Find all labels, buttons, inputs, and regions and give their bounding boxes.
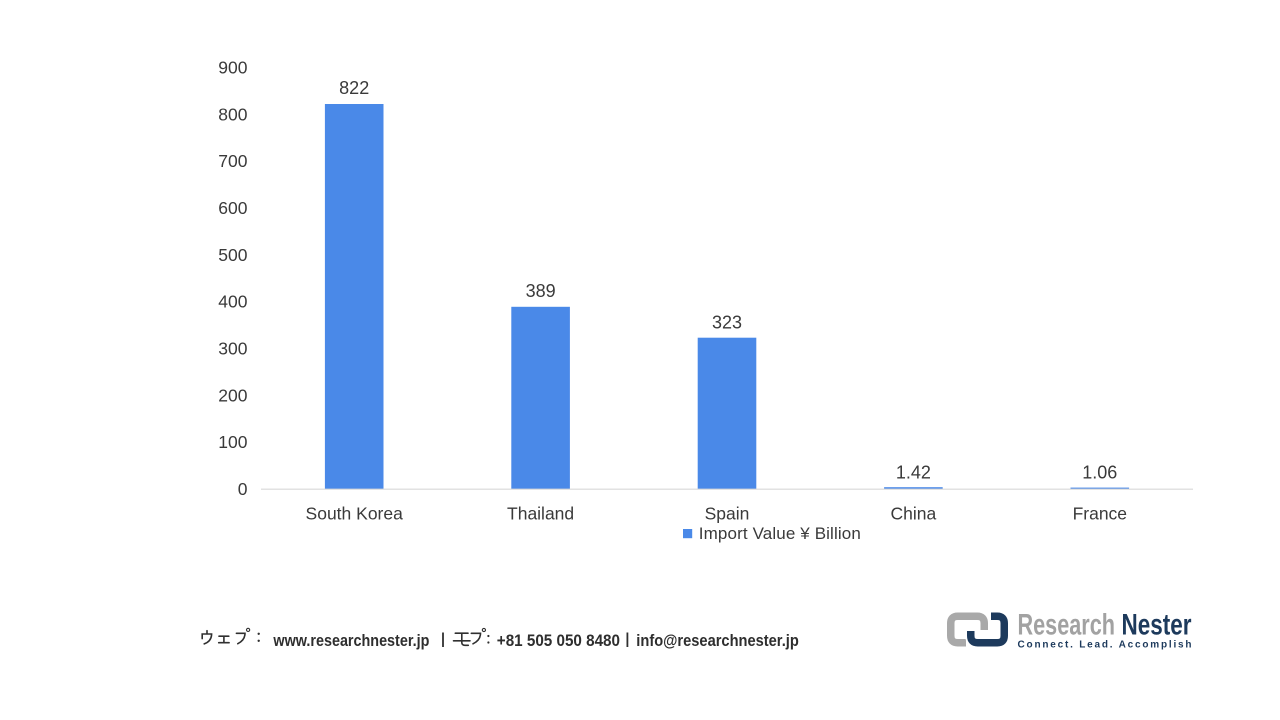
svg-text:500: 500 [218,245,247,265]
svg-text:Spain: Spain [705,504,750,524]
svg-text:Research: Research [1018,609,1116,642]
svg-text:400: 400 [218,292,247,312]
svg-text:389: 389 [526,281,556,301]
svg-text:323: 323 [712,312,742,332]
svg-text:+81 505 050 8480: +81 505 050 8480 [497,631,620,650]
svg-text:Thailand: Thailand [507,504,574,524]
svg-text:700: 700 [218,151,247,171]
svg-text:600: 600 [218,198,247,218]
svg-text:822: 822 [339,78,369,98]
svg-text:900: 900 [218,58,247,78]
svg-text:Connect. Lead. Accomplish: Connect. Lead. Accomplish [1018,639,1192,650]
svg-text:Import Value ¥ Billion: Import Value ¥ Billion [699,524,861,543]
svg-text:1.42: 1.42 [896,462,931,482]
svg-text:China: China [891,504,937,524]
svg-text:France: France [1073,504,1127,524]
svg-text:info@researchnester.jp: info@researchnester.jp [636,631,799,650]
svg-text:0: 0 [238,479,248,499]
svg-text:200: 200 [218,385,247,405]
svg-text:300: 300 [218,339,247,359]
svg-text:800: 800 [218,104,247,124]
svg-text:Nester: Nester [1122,609,1192,642]
svg-text:www.researchnester.jp: www.researchnester.jp [273,631,430,650]
svg-text:South Korea: South Korea [306,504,404,524]
svg-text:1.06: 1.06 [1082,462,1117,482]
svg-text:100: 100 [218,432,247,452]
